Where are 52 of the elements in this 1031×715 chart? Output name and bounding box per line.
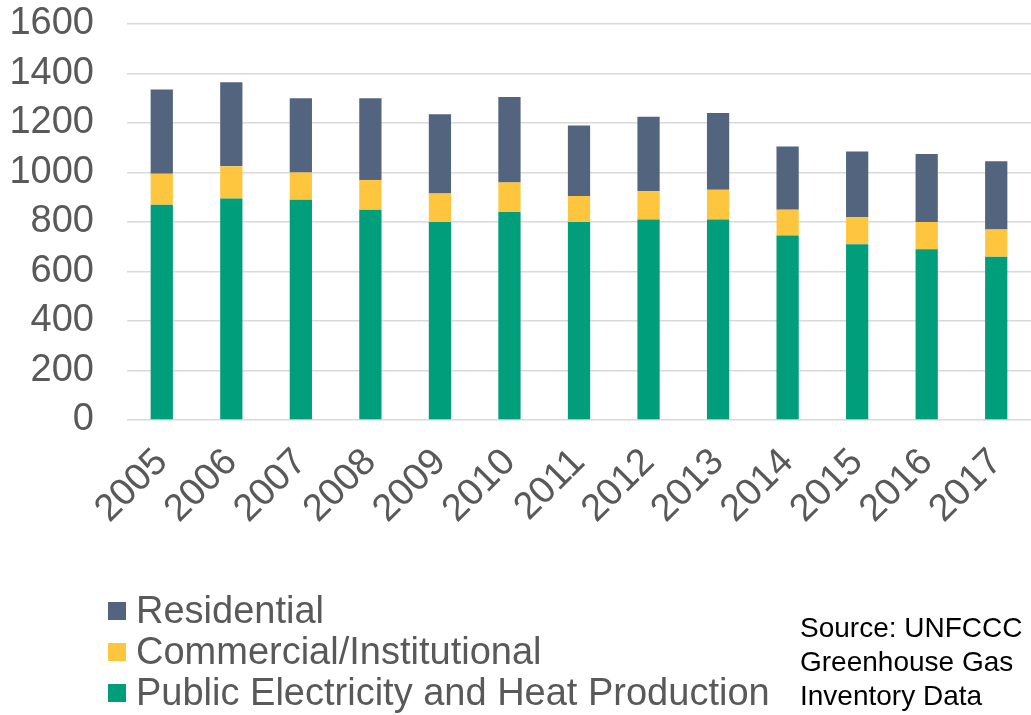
legend-label: Residential [136,589,324,631]
bar [706,113,730,190]
bar [985,256,1008,420]
bar [359,209,382,420]
bar [637,116,660,192]
bar [150,204,173,420]
bar [220,198,243,420]
bar [428,193,452,222]
bar [359,98,382,180]
bar [985,229,1008,257]
bar [359,179,382,210]
bar [567,222,591,420]
source-note: Source: UNFCCC Greenhouse Gas Inventory Data [800,611,1024,713]
bar [846,217,869,245]
bar [289,199,312,420]
bar [776,146,799,210]
bar [846,244,869,420]
bar [428,222,452,420]
bar [428,114,452,194]
bar [915,222,938,250]
y-tick-label: 400 [30,297,94,340]
bar [706,219,730,420]
bar [776,209,799,236]
bar [637,219,660,420]
bar [567,196,591,222]
legend-label: Commercial/Institutional [136,630,542,672]
y-tick-label: 1000 [9,148,94,191]
bar [498,182,521,213]
bar [289,172,312,200]
bar [776,235,799,420]
y-tick-label: 800 [30,198,94,241]
y-tick-label: 1600 [9,0,94,43]
bar [985,161,1008,230]
bar [150,173,173,205]
bar [846,151,869,218]
bar [637,191,660,220]
bar [498,97,521,183]
bar [915,249,938,420]
y-tick-label: 1200 [9,99,94,142]
bar [220,82,243,167]
bar [289,98,312,173]
bar [706,189,730,220]
legend-label: Public Electricity and Heat Production [136,671,770,713]
y-tick-label: 600 [30,247,94,290]
bar [567,125,591,197]
bar [220,166,243,199]
y-tick-label: 1400 [9,49,94,92]
bar [915,153,938,222]
y-tick-label: 200 [30,346,94,389]
bar [498,212,521,420]
bar [150,89,173,174]
y-tick-label: 0 [72,396,94,439]
